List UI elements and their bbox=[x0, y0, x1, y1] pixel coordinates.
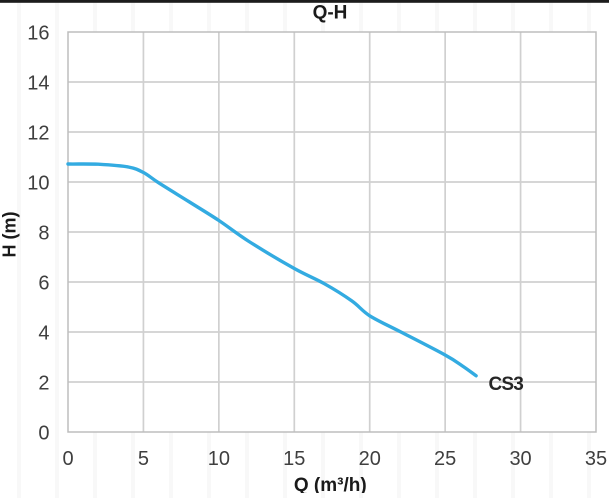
svg-text:5: 5 bbox=[138, 448, 149, 470]
svg-text:10: 10 bbox=[27, 173, 49, 195]
svg-text:15: 15 bbox=[283, 448, 305, 470]
svg-text:20: 20 bbox=[359, 448, 381, 470]
svg-text:16: 16 bbox=[27, 23, 49, 45]
svg-text:12: 12 bbox=[27, 123, 49, 145]
svg-text:6: 6 bbox=[38, 273, 49, 295]
svg-text:Q (m³/h): Q (m³/h) bbox=[294, 475, 367, 493]
svg-text:0: 0 bbox=[38, 423, 49, 445]
svg-text:Q-H: Q-H bbox=[313, 3, 348, 24]
svg-text:35: 35 bbox=[585, 448, 607, 470]
svg-text:25: 25 bbox=[434, 448, 456, 470]
svg-text:0: 0 bbox=[62, 448, 73, 470]
svg-text:14: 14 bbox=[27, 73, 49, 95]
svg-text:2: 2 bbox=[38, 373, 49, 395]
svg-text:H (m): H (m) bbox=[0, 212, 20, 258]
svg-text:8: 8 bbox=[38, 223, 49, 245]
svg-text:10: 10 bbox=[208, 448, 230, 470]
svg-text:30: 30 bbox=[509, 448, 531, 470]
svg-text:CS3: CS3 bbox=[489, 374, 524, 395]
svg-text:4: 4 bbox=[38, 323, 49, 345]
